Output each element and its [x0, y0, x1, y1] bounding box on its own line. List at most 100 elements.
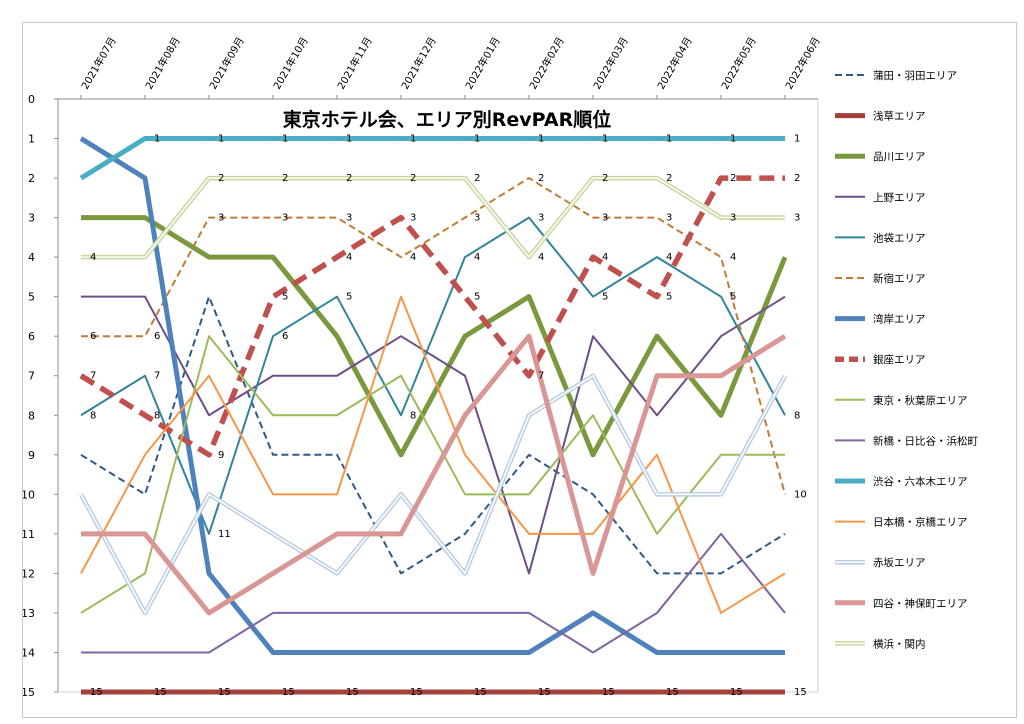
legend-item: 池袋エリア: [835, 231, 926, 244]
data-label: 3: [602, 213, 608, 224]
legend-item: 日本橋・京橋エリア: [835, 516, 968, 529]
data-label: 8: [90, 410, 96, 421]
x-tick-label: 2021年07月: [78, 35, 118, 92]
x-tick-label: 2022年03月: [590, 35, 630, 92]
legend: 蒲田・羽田エリア浅草エリア品川エリア上野エリア池袋エリア新宿エリア湾岸エリア銀座…: [835, 69, 978, 650]
data-label: 4: [730, 252, 736, 263]
data-label: 3: [538, 213, 544, 224]
legend-item: 東京・秋葉原エリア: [835, 394, 968, 407]
data-label: 15: [666, 687, 679, 698]
data-label: 15: [282, 687, 295, 698]
legend-label: 蒲田・羽田エリア: [873, 69, 957, 82]
data-label: 3: [730, 213, 736, 224]
data-label: 3: [666, 213, 672, 224]
data-label: 3: [346, 213, 352, 224]
series-line: [81, 532, 786, 654]
data-label: 4: [666, 252, 672, 263]
data-label: 8: [410, 410, 416, 421]
y-tick-label: 11: [23, 528, 35, 541]
x-tick-label: 2021年12月: [398, 35, 438, 92]
legend-label: 赤坂エリア: [873, 557, 926, 569]
data-label: 4: [474, 252, 480, 263]
legend-label: 池袋エリア: [873, 231, 926, 244]
data-label: 1: [538, 134, 544, 145]
data-label: 4: [602, 252, 608, 263]
series-0: [80, 295, 786, 575]
data-label: 4: [90, 252, 96, 263]
series-5: [81, 177, 786, 495]
legend-label: 四谷・神保町エリア: [873, 597, 968, 610]
data-label: 15: [474, 687, 487, 698]
legend-label: 浅草エリア: [873, 110, 926, 123]
x-tick-label: 2022年06月: [782, 35, 822, 92]
data-label: 2: [666, 173, 672, 184]
legend-label: 湾岸エリア: [873, 313, 926, 326]
data-label: 1: [346, 134, 352, 145]
y-tick-label: 1: [28, 133, 35, 146]
y-tick-label: 14: [23, 646, 35, 659]
data-label: 5: [602, 292, 608, 303]
series-10: [79, 136, 785, 181]
data-label: 4: [538, 252, 544, 263]
y-tick-label: 13: [23, 607, 35, 620]
series-9: [81, 532, 786, 654]
data-label: 3: [282, 213, 288, 224]
data-label: 10: [794, 489, 807, 500]
x-tick-label: 2021年08月: [142, 35, 182, 92]
data-label: 5: [666, 292, 672, 303]
data-label: 2: [474, 173, 480, 184]
y-tick-label: 6: [28, 330, 35, 343]
data-label: 11: [218, 529, 231, 540]
data-label: 5: [474, 292, 480, 303]
data-label: 6: [282, 331, 288, 342]
y-tick-label: 10: [23, 488, 35, 501]
series-12: [79, 373, 787, 616]
data-label: 7: [538, 371, 544, 382]
data-label: 15: [154, 687, 167, 698]
data-label: 4: [346, 252, 352, 263]
chart-frame: 0 1 2 3 4 5 6 7 8 9 10 11 12 13 14 15 2021年07月 2021年08月 20…: [22, 22, 1017, 718]
data-label: 8: [794, 410, 800, 421]
chart-title: 東京ホテル会、エリア別RevPAR順位: [283, 108, 611, 131]
y-tick-label: 0: [28, 93, 35, 106]
data-label: 15: [538, 687, 551, 698]
legend-item: 湾岸エリア: [835, 313, 926, 326]
data-label: 2: [794, 173, 800, 184]
x-tick-label: 2021年09月: [206, 35, 246, 92]
series-line: [80, 335, 785, 614]
data-label: 15: [90, 687, 103, 698]
series-lines: [79, 136, 788, 695]
data-label: 5: [730, 292, 736, 303]
data-label: 1: [474, 134, 480, 145]
data-label: 2: [346, 173, 352, 184]
y-tick-label: 3: [28, 212, 35, 225]
series-line: [80, 295, 786, 614]
legend-item: 渋谷・六本木エリア: [835, 475, 968, 488]
series-line: [79, 136, 785, 655]
legend-item: 新宿エリア: [835, 272, 926, 285]
data-label: 2: [410, 173, 416, 184]
series-8: [80, 335, 785, 614]
series-line: [81, 333, 787, 616]
y-tick-label: 12: [23, 567, 35, 580]
x-tick-label: 2021年10月: [270, 35, 310, 92]
data-label: 1: [602, 134, 608, 145]
series-line: [80, 295, 786, 575]
legend-item: 新橋・日比谷・浜松町: [835, 434, 978, 447]
legend-label: 横浜・関内: [873, 637, 926, 650]
y-tick-label: 7: [28, 370, 35, 383]
data-label: 15: [218, 687, 231, 698]
legend-label: 渋谷・六本木エリア: [873, 475, 968, 488]
legend-item: 四谷・神保町エリア: [835, 597, 968, 610]
series-14: [81, 175, 785, 260]
data-label: 5: [282, 292, 288, 303]
data-label: 2: [538, 173, 544, 184]
legend-item: 赤坂エリア: [835, 557, 926, 569]
x-tick-label: 2022年01月: [462, 35, 502, 92]
data-label: 1: [218, 134, 224, 145]
series-3: [81, 295, 786, 575]
data-label: 15: [794, 687, 807, 698]
x-tick-label: 2022年05月: [718, 35, 758, 92]
